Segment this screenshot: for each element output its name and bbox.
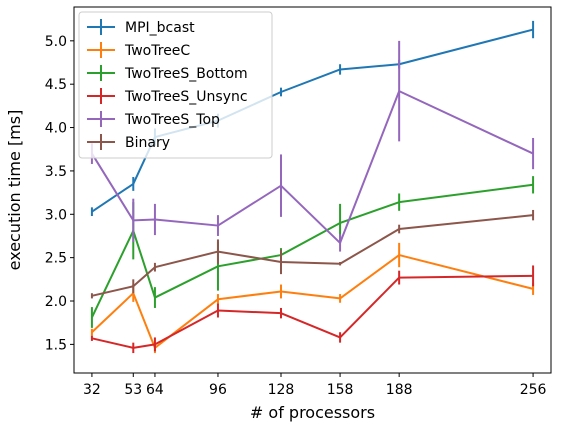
series-line-TwoTreeS_Unsync	[91, 274, 534, 349]
x-tick-label: 64	[146, 382, 164, 398]
legend-entry: MPI_bcast	[87, 19, 195, 36]
y-tick-label: 5.0	[45, 34, 67, 50]
y-axis-label: execution time [ms]	[5, 110, 24, 271]
y-tick-label: 2.0	[45, 294, 67, 310]
legend-entry: TwoTreeS_Unsync	[87, 88, 248, 105]
x-tick-label: 32	[83, 382, 101, 398]
legend-label: TwoTreeS_Unsync	[124, 89, 248, 105]
series-line-Binary	[91, 214, 534, 297]
legend-entry: TwoTreeS_Top	[87, 111, 220, 128]
series-Binary	[90, 209, 535, 299]
x-tick-label: 96	[209, 382, 227, 398]
y-tick-label: 2.5	[45, 251, 67, 267]
x-tick-label: 256	[520, 382, 547, 398]
legend: MPI_bcast TwoTreeC TwoTreeS_Bottom TwoTreeS…	[78, 11, 273, 159]
y-tick-label: 4.0	[45, 121, 67, 137]
plot-frame	[73, 6, 552, 374]
series-line-TwoTreeS_Bottom	[91, 183, 534, 318]
axes: 32 53 64 96 128 158 188 256 1.5 2.0 2.5 3.0 3.5 4.0 4.…	[45, 6, 552, 398]
legend-label: Binary	[125, 135, 170, 151]
legend-label: TwoTreeS_Top	[124, 112, 220, 128]
legend-entry: Binary	[87, 134, 170, 151]
x-tick-label: 188	[386, 382, 413, 398]
legend-label: TwoTreeS_Bottom	[124, 66, 248, 82]
y-tick-label: 3.0	[45, 207, 67, 223]
y-tick-label: 4.5	[45, 77, 67, 93]
y-tick-label: 1.5	[45, 337, 67, 353]
x-tick-label: 128	[268, 382, 295, 398]
x-axis-label: # of processors	[250, 403, 375, 422]
x-tick-label: 53	[124, 382, 142, 398]
legend-box	[78, 11, 273, 159]
x-tick-label: 158	[327, 382, 354, 398]
legend-entry: TwoTreeS_Bottom	[87, 65, 248, 82]
series-line-TwoTreeC	[91, 254, 534, 349]
y-tick-label: 3.5	[45, 164, 67, 180]
series-line-TwoTreeS_Top	[91, 90, 534, 244]
legend-label: MPI_bcast	[125, 20, 195, 36]
legend-label: TwoTreeC	[124, 43, 190, 59]
series-TwoTreeS_Unsync	[90, 265, 535, 354]
legend-entry: TwoTreeC	[87, 42, 190, 59]
